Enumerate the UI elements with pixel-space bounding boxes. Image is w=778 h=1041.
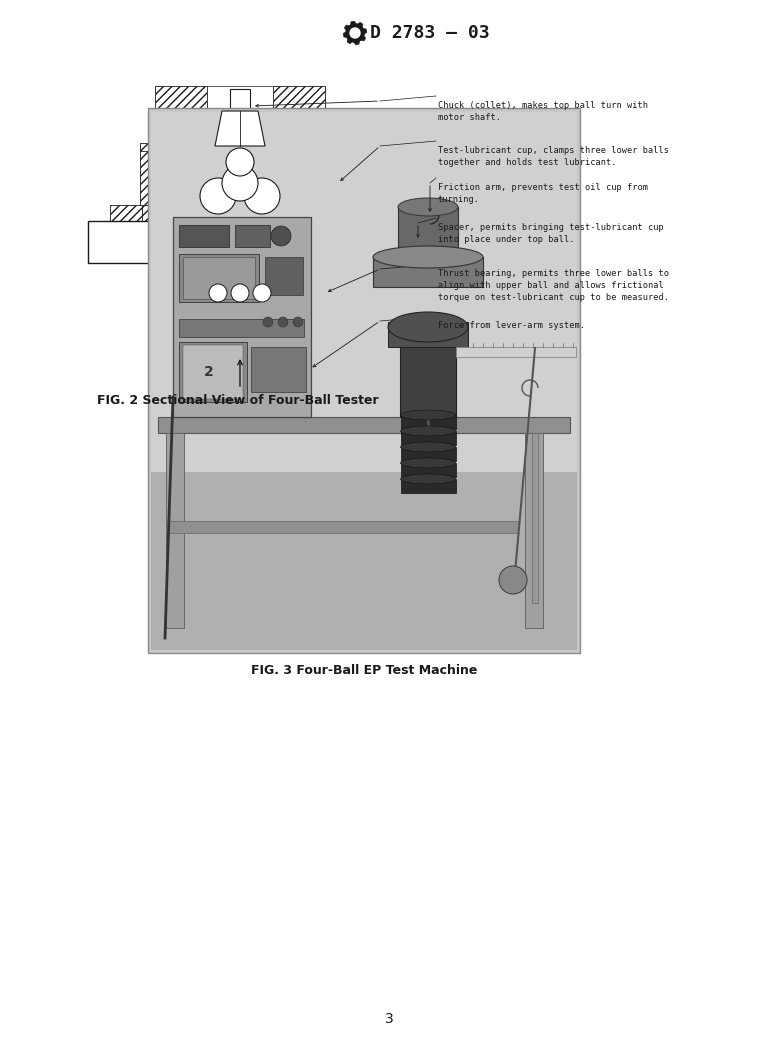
Ellipse shape <box>373 246 483 268</box>
Circle shape <box>200 178 236 214</box>
Circle shape <box>350 28 360 39</box>
Bar <box>525 433 543 628</box>
Bar <box>400 327 456 417</box>
Bar <box>272 146 340 209</box>
Bar <box>151 112 577 472</box>
Circle shape <box>346 24 364 42</box>
Bar <box>151 469 577 650</box>
Bar <box>265 257 303 295</box>
Circle shape <box>499 566 527 594</box>
Polygon shape <box>347 39 353 44</box>
Bar <box>142 205 208 223</box>
Bar <box>166 433 184 628</box>
Bar <box>272 205 338 223</box>
Text: FIG. 2 Sectional View of Four-Ball Tester: FIG. 2 Sectional View of Four-Ball Teste… <box>97 395 379 407</box>
Circle shape <box>293 318 303 327</box>
Text: Thrust bearing, permits three lower balls to
align with upper ball and allows fr: Thrust bearing, permits three lower ball… <box>438 269 669 302</box>
Bar <box>230 88 250 111</box>
Ellipse shape <box>401 458 455 468</box>
Circle shape <box>253 284 271 302</box>
Bar <box>373 257 483 287</box>
Bar <box>370 209 430 221</box>
Bar <box>398 207 458 257</box>
Bar <box>401 415 456 429</box>
Bar <box>158 417 570 433</box>
Bar <box>88 221 418 263</box>
Ellipse shape <box>388 312 468 342</box>
Text: Friction arm, prevents test oil cup from
turning.: Friction arm, prevents test oil cup from… <box>438 183 648 204</box>
Polygon shape <box>215 111 265 146</box>
Circle shape <box>209 284 227 302</box>
Bar <box>166 520 518 533</box>
Circle shape <box>226 148 254 176</box>
Bar <box>251 347 306 392</box>
Bar <box>155 260 210 308</box>
Circle shape <box>231 284 249 302</box>
Text: 2: 2 <box>204 365 214 379</box>
Bar <box>210 306 270 351</box>
Text: FIG. 3 Four-Ball EP Test Machine: FIG. 3 Four-Ball EP Test Machine <box>251 664 477 678</box>
Bar <box>401 463 456 477</box>
Text: 3: 3 <box>384 1012 394 1026</box>
Ellipse shape <box>211 356 269 382</box>
Polygon shape <box>363 28 367 34</box>
Bar <box>140 146 208 209</box>
Bar <box>401 431 456 445</box>
Bar <box>532 433 538 603</box>
Bar <box>207 86 273 146</box>
Text: Force from lever-arm system.: Force from lever-arm system. <box>438 321 585 330</box>
Text: Chuck (collet), makes top ball turn with
motor shaft.: Chuck (collet), makes top ball turn with… <box>438 101 648 122</box>
Bar <box>273 86 325 146</box>
Bar <box>183 345 243 399</box>
Bar <box>401 447 456 461</box>
Ellipse shape <box>398 198 458 215</box>
Text: D 2783 – 03: D 2783 – 03 <box>370 24 489 42</box>
Bar <box>338 205 370 223</box>
Bar <box>456 347 576 357</box>
Bar <box>179 254 259 302</box>
Circle shape <box>244 178 280 214</box>
Bar <box>173 217 311 417</box>
Polygon shape <box>354 41 359 45</box>
Bar <box>208 146 272 209</box>
Bar <box>183 257 255 299</box>
Bar <box>179 225 229 247</box>
Bar <box>388 322 468 347</box>
Ellipse shape <box>401 442 455 452</box>
Ellipse shape <box>401 426 455 436</box>
Polygon shape <box>344 25 349 31</box>
Text: Test-lubricant cup, clamps three lower balls
together and holds test lubricant.: Test-lubricant cup, clamps three lower b… <box>438 146 669 167</box>
Ellipse shape <box>401 474 455 484</box>
Bar <box>175 306 210 351</box>
Bar <box>110 205 142 223</box>
Circle shape <box>222 166 258 201</box>
Circle shape <box>263 318 273 327</box>
Text: Spacer, permits bringing test-lubricant cup
into place under top ball.: Spacer, permits bringing test-lubricant … <box>438 223 664 244</box>
Bar <box>208 205 272 223</box>
Bar <box>235 225 270 247</box>
Bar <box>401 479 456 493</box>
Bar <box>179 319 304 337</box>
Bar <box>140 143 340 151</box>
Ellipse shape <box>401 410 455 420</box>
Polygon shape <box>343 31 347 37</box>
Polygon shape <box>357 22 363 28</box>
Polygon shape <box>360 35 366 41</box>
Circle shape <box>271 226 291 246</box>
Bar <box>210 260 270 308</box>
Bar <box>179 342 247 402</box>
Polygon shape <box>370 205 430 223</box>
Bar <box>270 306 305 351</box>
Bar <box>155 86 207 146</box>
Bar <box>270 260 325 308</box>
Polygon shape <box>350 21 356 25</box>
Circle shape <box>278 318 288 327</box>
Bar <box>148 108 580 653</box>
